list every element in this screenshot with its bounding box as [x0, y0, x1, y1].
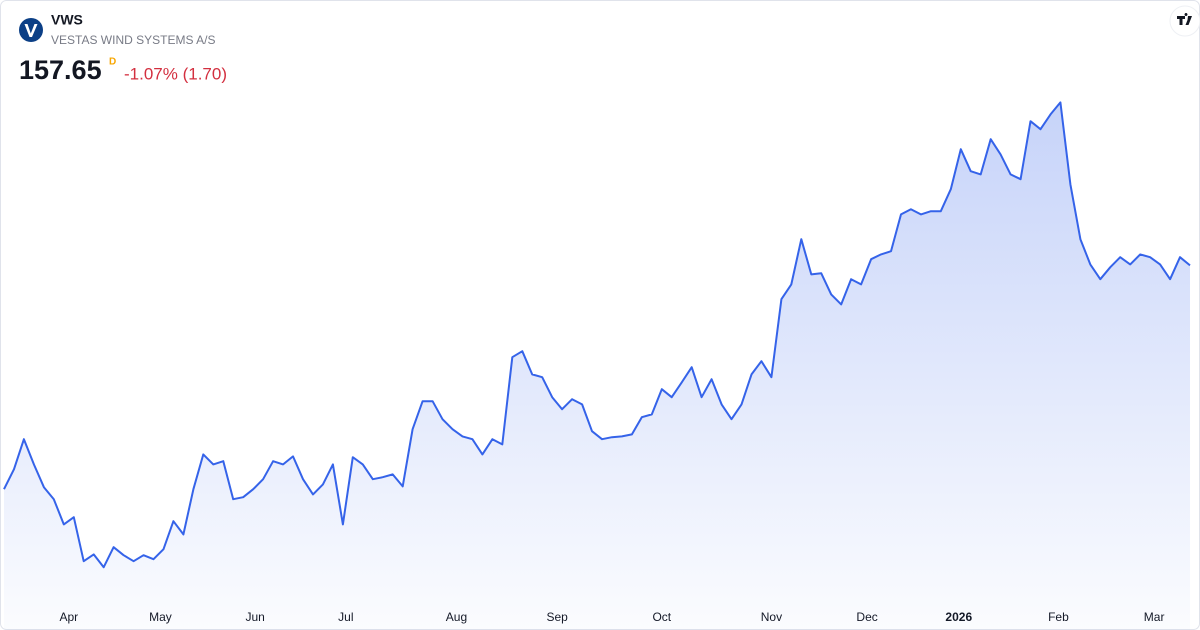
tradingview-logo: [1169, 5, 1200, 37]
session-marker: D: [109, 57, 116, 68]
plot-area: AprMayJunJulAugSepOctNovDec2026FebMar: [3, 101, 1191, 630]
price: 157.65: [19, 55, 102, 85]
price-change: -1.07% (1.70): [124, 64, 227, 83]
area-fill: [4, 102, 1190, 630]
company-name: VESTAS WIND SYSTEMS A/S: [51, 33, 215, 47]
price-line: [3, 101, 1191, 569]
logo-glyph: [24, 24, 38, 37]
logo: [19, 18, 43, 42]
symbol: VWS: [51, 12, 83, 28]
